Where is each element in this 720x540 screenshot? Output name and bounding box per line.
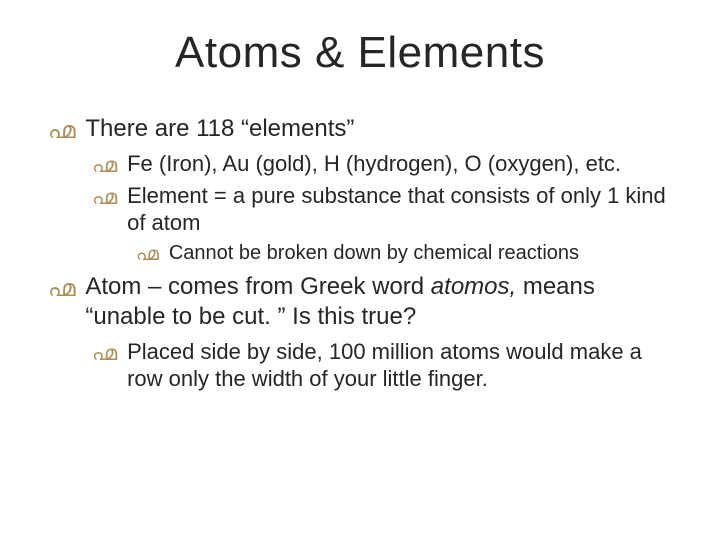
text-run: Atom – comes from Greek word bbox=[85, 273, 430, 300]
text-run-italic: atomos, bbox=[431, 273, 516, 300]
flourish-icon: ൶ bbox=[92, 340, 117, 367]
slide-title: Atoms & Elements bbox=[48, 28, 672, 78]
bullet-level2: ൶ Placed side by side, 100 million atoms… bbox=[92, 338, 672, 393]
slide: Atoms & Elements ൶ There are 118 “elemen… bbox=[0, 0, 720, 540]
bullet-text: Element = a pure substance that consists… bbox=[127, 182, 672, 237]
flourish-icon: ൶ bbox=[136, 243, 159, 268]
bullet-level1: ൶ Atom – comes from Greek word atomos, m… bbox=[48, 272, 672, 332]
bullet-level1: ൶ There are 118 “elements” bbox=[48, 114, 672, 144]
bullet-text: There are 118 “elements” bbox=[85, 114, 672, 144]
bullet-level2: ൶ Element = a pure substance that consis… bbox=[92, 182, 672, 237]
flourish-icon: ൶ bbox=[92, 184, 117, 211]
bullet-level3: ൶ Cannot be broken down by chemical reac… bbox=[136, 241, 672, 266]
flourish-icon: ൶ bbox=[92, 152, 117, 179]
bullet-text: Atom – comes from Greek word atomos, mea… bbox=[85, 272, 672, 332]
bullet-text: Fe (Iron), Au (gold), H (hydrogen), O (o… bbox=[127, 150, 672, 178]
bullet-text: Placed side by side, 100 million atoms w… bbox=[127, 338, 672, 393]
flourish-icon: ൶ bbox=[48, 274, 75, 304]
bullet-text: Cannot be broken down by chemical reacti… bbox=[169, 241, 672, 266]
bullet-level2: ൶ Fe (Iron), Au (gold), H (hydrogen), O … bbox=[92, 150, 672, 178]
flourish-icon: ൶ bbox=[48, 116, 75, 146]
